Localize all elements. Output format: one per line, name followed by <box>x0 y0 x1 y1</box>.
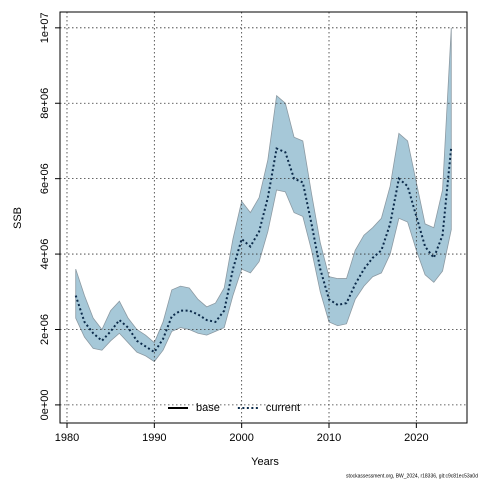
y-tick-label: 1e+07 <box>39 12 51 43</box>
legend-label: current <box>266 402 300 414</box>
legend-label: base <box>196 402 220 414</box>
y-axis-title: SSB <box>12 207 24 229</box>
plot-frame <box>59 11 468 424</box>
y-tick-label: 2e+06 <box>39 314 51 345</box>
x-tick-label: 2020 <box>404 432 428 444</box>
series-line <box>74 146 453 354</box>
x-tick-label: 2010 <box>317 432 341 444</box>
x-axis-title: Years <box>251 456 279 468</box>
confidence-band <box>75 27 452 363</box>
x-tick-label: 2000 <box>229 432 253 444</box>
y-tick-label: 4e+06 <box>39 239 51 270</box>
x-tick-label: 1990 <box>142 432 166 444</box>
y-tick-label: 6e+06 <box>39 163 51 194</box>
x-tick-label: 1980 <box>55 432 79 444</box>
y-tick-label: 0e+00 <box>39 389 51 420</box>
y-tick-label: 8e+06 <box>39 88 51 119</box>
footnote: stockassessment.org, BW_2024, r18336, gi… <box>346 473 478 479</box>
